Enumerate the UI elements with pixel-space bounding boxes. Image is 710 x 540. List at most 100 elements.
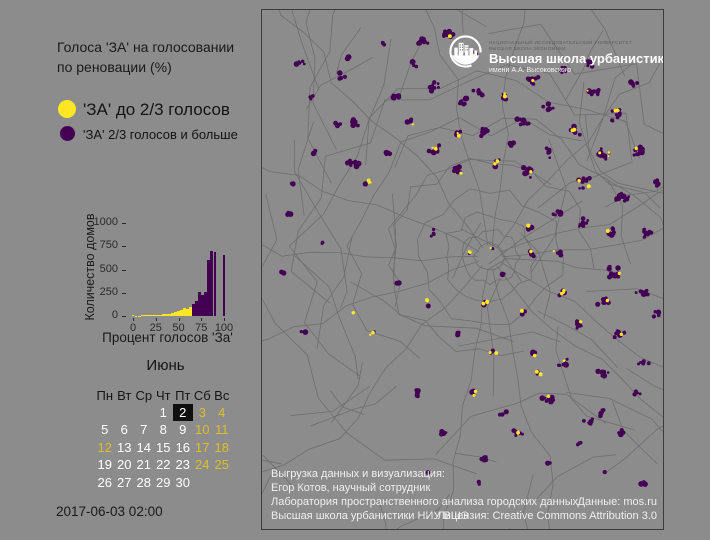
histogram-bar (177, 311, 180, 316)
histogram-bar (158, 314, 162, 316)
moscow-map: НАЦИОНАЛЬНЫЙ ИССЛЕДОВАТЕЛЬСКИЙ УНИВЕРСИТ… (261, 9, 664, 530)
calendar-day: 1 (159, 404, 167, 420)
logo-institution-line1: НАЦИОНАЛЬНЫЙ ИССЛЕДОВАТЕЛЬСКИЙ УНИВЕРСИТ… (489, 40, 633, 45)
calendar-day: 8 (159, 422, 167, 437)
credit-line-2: Егор Котов, научный сотрудник (271, 482, 431, 494)
credit-line-1: Выгрузка данных и визуализация: (271, 468, 445, 480)
histogram-bar (171, 313, 174, 316)
x-tick-label: 0 (129, 322, 137, 334)
calendar-day: 5 (101, 422, 109, 437)
histogram-bar (174, 312, 177, 316)
histogram-bar (207, 260, 211, 316)
x-tick-mark (224, 318, 225, 321)
legend-item-two-thirds-and-more: 'ЗА' 2/3 голосов и больше (58, 125, 268, 143)
calendar-day: 17 (195, 439, 210, 455)
calendar-day: 21 (136, 457, 151, 472)
logo-school-subname: имени А.А. Высоковского (489, 67, 572, 74)
credit-line-3: Лаборатория пространственного анализа го… (271, 496, 579, 508)
calendar-day-header: Сб (193, 388, 211, 403)
page-title: Голоса 'ЗА' на голосовании по реновации … (57, 37, 234, 77)
legend-label: 'ЗА' 2/3 голосов и больше (83, 127, 238, 142)
calendar-day: 16 (175, 439, 190, 455)
calendar-day: 24 (195, 457, 210, 472)
calendar-day: 25 (214, 457, 229, 472)
histogram-bar (183, 307, 187, 316)
histogram-bar (149, 315, 153, 316)
license-credit: Лицензия: Creative Commons Attribution 3… (437, 510, 657, 522)
calendar-day: 13 (117, 439, 132, 455)
histogram-bar (222, 255, 226, 316)
calendar-day: 30 (175, 474, 190, 490)
histogram-bar (131, 315, 135, 316)
y-tick-label: 1000 (93, 216, 118, 228)
calendar-day: 23 (175, 457, 190, 472)
y-tick-label: 250 (99, 285, 118, 298)
x-tick-label: 75 (195, 322, 208, 334)
calendar-day: 18 (214, 439, 229, 455)
histogram-bar (204, 291, 208, 316)
histogram-bar (189, 306, 193, 316)
legend-label: 'ЗА' до 2/3 голосов (83, 100, 230, 119)
x-tick-label: 50 (172, 322, 185, 334)
y-tick-label: 500 (99, 262, 118, 275)
x-tick-label: 100 (214, 322, 234, 334)
calendar-day: 2 (173, 403, 193, 421)
calendar-day-header: Ср (135, 388, 153, 403)
y-tick-label: 0 (111, 309, 118, 321)
histogram-bar (213, 251, 217, 316)
y-tick-label: 750 (99, 239, 118, 252)
calendar-month-title: Июнь (146, 357, 185, 374)
x-tick-mark (155, 318, 157, 321)
calendar-day: 20 (117, 457, 132, 472)
histogram-bar (195, 301, 199, 316)
calendar-empty-cell (115, 404, 135, 422)
calendar-day: 7 (140, 422, 148, 437)
logo-institution-line2: ВЫСШАЯ ШКОЛА ЭКОНОМИКИ (489, 46, 566, 51)
calendar-empty-cell (212, 474, 232, 492)
calendar-day: 19 (97, 457, 112, 472)
y-tick-mark (122, 246, 126, 248)
calendar-day: 9 (179, 422, 187, 437)
legend-dot-purple (60, 126, 75, 141)
logo-school-name: Высшая школа урбанистики (489, 51, 664, 66)
x-tick-label: 25 (149, 322, 162, 334)
calendar-day: 15 (156, 439, 171, 455)
y-tick-mark (122, 223, 126, 224)
calendar-day: 3 (198, 404, 206, 420)
calendar-day: 6 (120, 422, 128, 437)
credit-line-4: Высшая школа урбанистики НИУ ВШЭ (271, 510, 469, 522)
histogram-bar (198, 291, 202, 316)
x-tick-mark (201, 318, 203, 321)
calendar-day-header: Вт (117, 388, 132, 403)
data-source-credit: Данные: mos.ru (577, 496, 657, 508)
calendar-day-header: Пт (175, 388, 191, 403)
calendar-day: 22 (156, 457, 171, 472)
histogram-bar (192, 303, 196, 316)
city-skyline-icon (449, 35, 482, 68)
calendar-day-header: Чт (155, 388, 171, 403)
calendar: Пн Вт Ср Чт Пт Сб Вс 1 2 3 4 5 6 7 8 9 10 11 12 13 14 15 16 17 1… (95, 386, 236, 491)
histogram-bar (168, 313, 171, 316)
calendar-empty-cell (95, 404, 115, 422)
house-dots-yellow (351, 34, 638, 435)
calendar-empty-cell (193, 474, 213, 492)
legend-item-under-two-thirds: 'ЗА' до 2/3 голосов (58, 99, 258, 119)
histogram-bar (180, 309, 183, 316)
histogram-bar (146, 315, 150, 316)
calendar-day-header: Пн (96, 388, 114, 403)
calendar-day: 14 (136, 439, 151, 455)
histogram-bar (210, 250, 214, 316)
hse-logo: НАЦИОНАЛЬНЫЙ ИССЛЕДОВАТЕЛЬСКИЙ УНИВЕРСИТ… (448, 33, 663, 88)
histogram-bar (155, 314, 159, 316)
y-tick-mark (122, 269, 126, 271)
calendar-empty-cell (134, 404, 154, 422)
timestamp: 2017-06-03 02:00 (56, 504, 163, 519)
calendar-day: 28 (136, 474, 151, 490)
page-title-line1: Голоса 'ЗА' на голосовании (57, 39, 235, 55)
histogram-bar (201, 294, 205, 316)
y-tick-mark (122, 316, 126, 317)
histogram-bar (186, 309, 190, 316)
histogram-bar (143, 315, 147, 316)
y-tick-mark (122, 292, 126, 294)
